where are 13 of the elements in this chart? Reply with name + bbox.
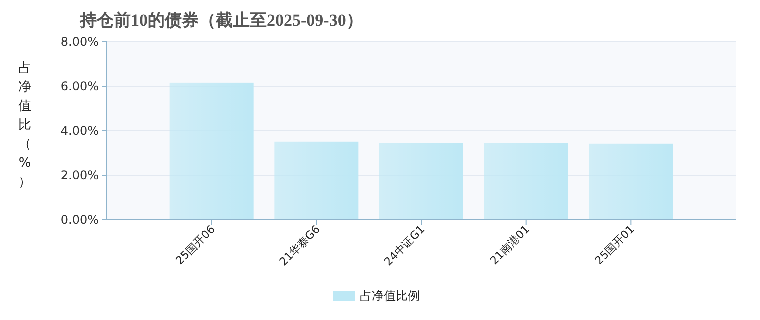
- y-tick-label: 8.00%: [60, 35, 99, 49]
- y-tick-label: 6.00%: [60, 80, 99, 94]
- y-tick-label: 2.00%: [60, 168, 99, 182]
- legend-label: 占净值比例: [360, 289, 420, 303]
- y-axis-title: 占净值比（%）: [18, 61, 32, 190]
- x-tick-label: 21华泰G6: [277, 222, 323, 269]
- x-tick-label: 21南港01: [488, 222, 532, 268]
- x-tick-label: 25国开06: [173, 222, 218, 268]
- y-tick-label: 4.00%: [60, 124, 99, 138]
- y-tick-label: 0.00%: [60, 213, 99, 227]
- x-tick-label: 24中证G1: [382, 222, 428, 269]
- x-tick-label: 25国开01: [592, 222, 638, 268]
- chart-title: 持仓前10的债券（截止至2025-09-30）: [79, 11, 364, 30]
